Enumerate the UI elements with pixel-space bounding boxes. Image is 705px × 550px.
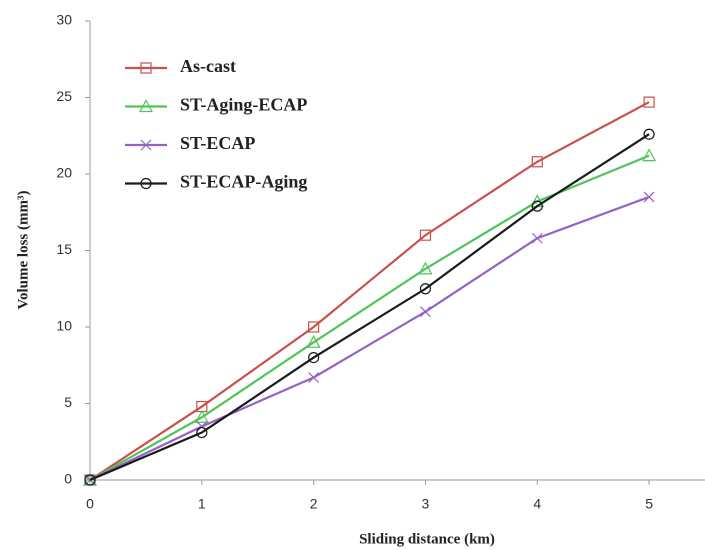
legend-label: As-cast [180, 56, 236, 76]
y-tick-label: 5 [64, 394, 72, 410]
y-axis-label: Volume loss (mm³) [15, 191, 31, 310]
x-tick-label: 2 [310, 496, 318, 512]
x-tick-label: 1 [198, 496, 206, 512]
marker [140, 62, 152, 74]
marker [420, 306, 431, 318]
marker [531, 200, 543, 212]
y-tick-label: 25 [56, 88, 72, 104]
marker [308, 352, 320, 364]
y-tick-label: 0 [64, 471, 72, 487]
marker [531, 156, 543, 168]
marker [308, 372, 320, 383]
x-tick-label: 3 [422, 496, 430, 512]
series-line [89, 101, 650, 481]
x-axis-label: Sliding distance (km) [359, 531, 495, 547]
marker [194, 410, 209, 423]
marker [196, 426, 208, 439]
marker [140, 177, 152, 190]
marker [140, 139, 152, 151]
marker [419, 229, 432, 241]
marker [138, 99, 154, 113]
marker [419, 283, 432, 295]
marker [84, 474, 96, 486]
marker [531, 232, 543, 244]
marker [306, 335, 321, 348]
legend-label: ST-ECAP [180, 133, 255, 153]
y-tick-label: 30 [56, 12, 72, 28]
marker [643, 128, 655, 140]
legend-label: ST-Aging-ECAP [180, 95, 307, 115]
y-tick-label: 20 [56, 165, 72, 181]
x-tick-label: 4 [533, 496, 541, 512]
marker [418, 261, 433, 275]
x-tick-label: 5 [645, 496, 653, 512]
marker [308, 321, 320, 333]
marker [643, 191, 655, 203]
series-line [89, 154, 650, 481]
series-line [89, 195, 650, 481]
series-line [89, 133, 650, 482]
y-tick-label: 10 [56, 318, 72, 334]
x-tick-label: 0 [86, 496, 94, 512]
legend-label: ST-ECAP-Aging [180, 172, 307, 192]
marker [642, 148, 657, 162]
y-tick-label: 15 [56, 241, 72, 257]
marker [643, 96, 655, 108]
